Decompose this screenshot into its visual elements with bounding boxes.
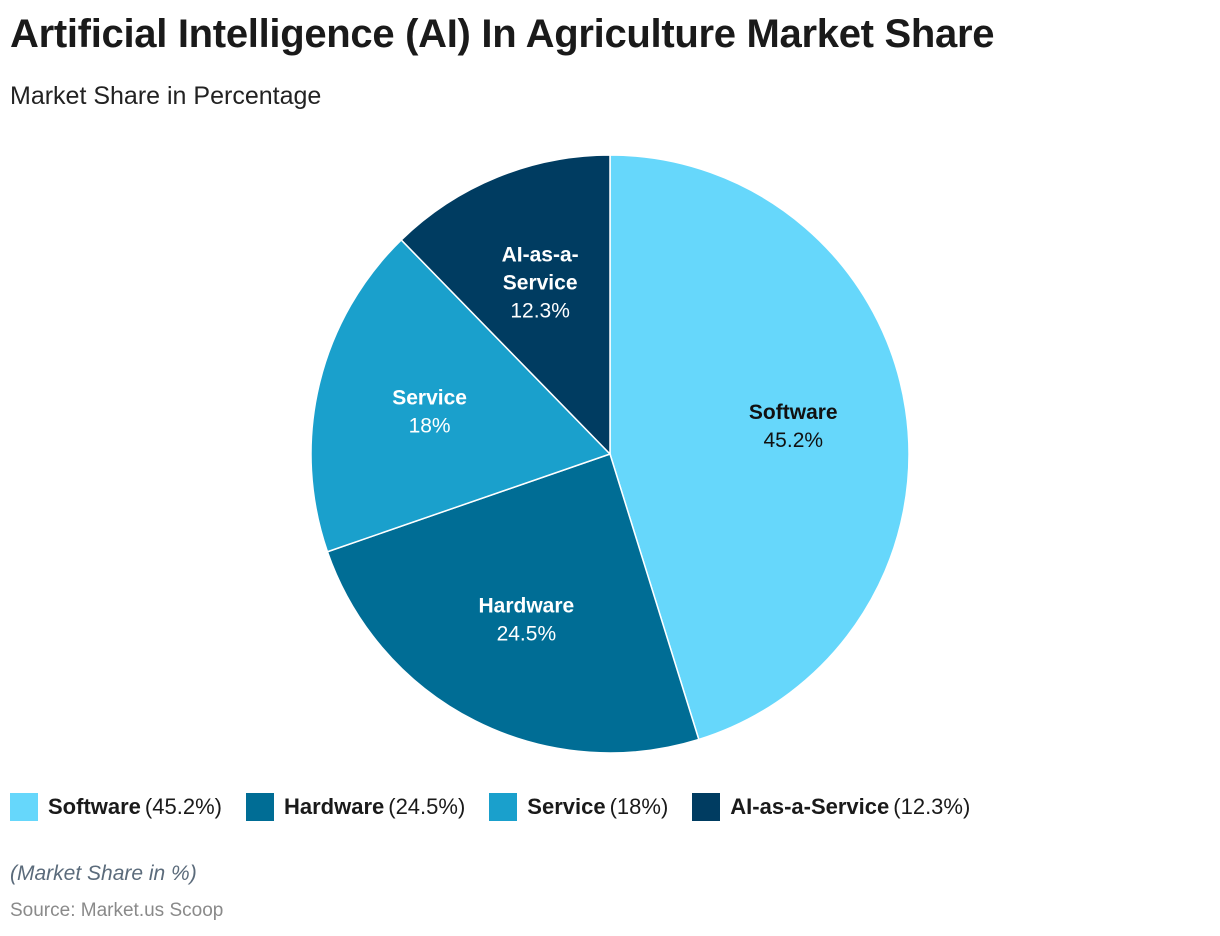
pie-label-service: Service 18% bbox=[392, 386, 467, 437]
pie-label-value: 24.5% bbox=[497, 622, 557, 645]
legend-text: Software (45.2%) bbox=[48, 794, 222, 820]
pie-label-name: Service bbox=[503, 271, 578, 294]
legend-swatch bbox=[489, 793, 518, 821]
pie-slice-ai-as-a-service bbox=[400, 154, 611, 456]
pie-slice-hardware bbox=[326, 453, 700, 754]
pie-label-value: 18% bbox=[409, 414, 451, 437]
source-credit: Source: Market.us Scoop bbox=[10, 900, 224, 921]
pie-label-name: Hardware bbox=[478, 594, 574, 617]
legend-name: Hardware bbox=[283, 794, 385, 819]
legend-item-service: Service (18%) bbox=[489, 793, 668, 821]
legend-name: Software bbox=[48, 794, 141, 819]
pie-chart: Software 45.2% Hardware 24.5% Service 18% AI-a… bbox=[310, 154, 910, 754]
legend-name: AI-as-a-Service bbox=[730, 794, 890, 819]
pie-label-name: AI-as-a- bbox=[502, 243, 579, 266]
pie-label-name: Service bbox=[392, 386, 467, 409]
pie-label-hardware: Hardware 24.5% bbox=[478, 594, 574, 645]
legend-name: Service bbox=[527, 794, 606, 819]
legend-swatch bbox=[245, 793, 274, 821]
legend-value: (24.5%) bbox=[388, 794, 466, 819]
legend-value: (18%) bbox=[609, 794, 669, 819]
pie-label-ai-as-a-service: AI-as-a- Service 12.3% bbox=[502, 243, 579, 322]
legend-item-software: Software (45.2%) bbox=[10, 793, 222, 821]
pie-slices bbox=[310, 154, 910, 754]
legend-text: Hardware (24.5%) bbox=[284, 794, 465, 820]
chart-subtitle: Market Share in Percentage bbox=[10, 82, 322, 110]
pie-slice-service bbox=[310, 238, 612, 553]
legend-text: AI-as-a-Service (12.3%) bbox=[730, 794, 970, 820]
chart-note: (Market Share in %) bbox=[10, 862, 197, 885]
legend-item-hardware: Hardware (24.5%) bbox=[245, 793, 465, 821]
legend-value: (45.2%) bbox=[144, 794, 222, 819]
pie-label-value: 12.3% bbox=[510, 299, 570, 322]
pie-label-value: 45.2% bbox=[764, 429, 824, 452]
legend-swatch bbox=[692, 793, 721, 821]
chart-title: Artificial Intelligence (AI) In Agricult… bbox=[10, 12, 995, 56]
pie-label-name: Software bbox=[749, 401, 838, 424]
pie-slice-software bbox=[609, 154, 910, 741]
pie-labels: Software 45.2% Hardware 24.5% Service 18% AI-a… bbox=[392, 243, 837, 645]
legend-item-ai-as-a-service: AI-as-a-Service (12.3%) bbox=[692, 793, 970, 821]
legend-value: (12.3%) bbox=[893, 794, 971, 819]
legend-swatch bbox=[10, 793, 38, 821]
legend-text: Service (18%) bbox=[527, 794, 668, 820]
chart-legend: Software (45.2%) Hardware (24.5%) Service (18… bbox=[10, 793, 994, 821]
pie-label-software: Software 45.2% bbox=[749, 401, 838, 452]
